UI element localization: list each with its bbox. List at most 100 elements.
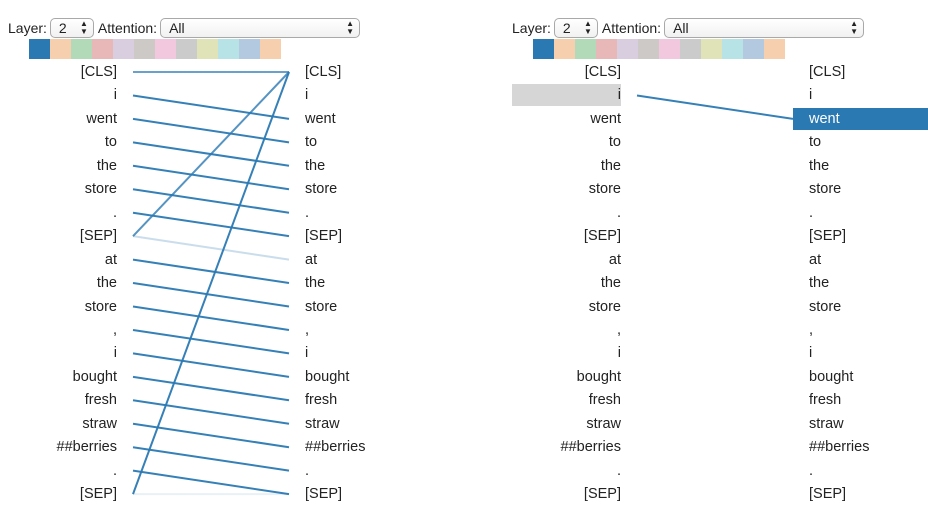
token-left[interactable]: the <box>600 157 621 174</box>
token-right[interactable]: store <box>809 181 842 198</box>
token-right[interactable]: [CLS] <box>809 64 846 80</box>
token-right[interactable]: , <box>305 321 310 338</box>
token-left[interactable]: bought <box>576 368 621 385</box>
token-left[interactable]: , <box>112 321 117 338</box>
token-left[interactable]: the <box>96 157 117 174</box>
head-color-swatch-9[interactable] <box>722 39 743 59</box>
head-color-swatch-4[interactable] <box>113 39 134 59</box>
token-left[interactable]: [SEP] <box>583 486 621 503</box>
token-right[interactable]: [CLS] <box>305 64 342 80</box>
token-right[interactable]: [SEP] <box>809 486 847 503</box>
token-left[interactable]: i <box>113 345 117 362</box>
token-left[interactable]: ##berries <box>56 439 117 456</box>
token-right[interactable]: store <box>305 181 338 198</box>
token-left[interactable]: . <box>616 204 621 221</box>
token-right[interactable]: i <box>809 345 813 362</box>
token-left[interactable]: [CLS] <box>584 64 621 80</box>
token-left[interactable]: fresh <box>84 392 117 409</box>
token-left[interactable]: store <box>588 298 621 315</box>
token-left[interactable]: . <box>112 204 117 221</box>
token-left[interactable]: i <box>113 87 117 104</box>
token-left[interactable]: . <box>112 462 117 479</box>
token-right[interactable]: fresh <box>305 392 338 409</box>
head-color-swatch-6[interactable] <box>155 39 176 59</box>
head-color-swatch-9[interactable] <box>218 39 239 59</box>
token-right[interactable]: the <box>305 157 326 174</box>
token-right[interactable]: i <box>305 87 309 104</box>
token-left[interactable]: store <box>84 298 117 315</box>
token-right[interactable]: , <box>809 321 814 338</box>
token-left[interactable]: store <box>84 181 117 198</box>
token-right[interactable]: to <box>305 134 318 151</box>
token-right[interactable]: the <box>809 157 830 174</box>
token-left[interactable]: fresh <box>588 392 621 409</box>
token-left[interactable]: [SEP] <box>79 228 117 245</box>
token-left[interactable]: at <box>608 251 621 268</box>
token-right[interactable]: ##berries <box>809 439 870 456</box>
head-color-swatch-8[interactable] <box>197 39 218 59</box>
token-left[interactable]: [SEP] <box>79 486 117 503</box>
head-color-swatch-8[interactable] <box>701 39 722 59</box>
token-left[interactable]: the <box>600 275 621 292</box>
token-left[interactable]: [CLS] <box>80 64 117 80</box>
token-right[interactable]: bought <box>305 368 350 385</box>
token-right[interactable]: [SEP] <box>809 228 847 245</box>
attention-select[interactable]: All ▲ ▼ <box>664 18 865 38</box>
token-left[interactable]: to <box>104 134 117 151</box>
head-color-swatch-0[interactable] <box>29 39 50 59</box>
head-color-swatch-0[interactable] <box>533 39 554 59</box>
head-color-swatch-4[interactable] <box>617 39 638 59</box>
token-left[interactable]: straw <box>82 415 117 432</box>
layer-select[interactable]: 2 ▲ ▼ <box>553 18 598 38</box>
token-left[interactable]: ##berries <box>560 439 621 456</box>
head-color-swatch-2[interactable] <box>575 39 596 59</box>
token-left[interactable]: [SEP] <box>583 228 621 245</box>
token-right[interactable]: went <box>793 107 928 130</box>
token-right[interactable]: store <box>809 298 842 315</box>
token-left[interactable]: store <box>588 181 621 198</box>
token-right[interactable]: at <box>809 251 822 268</box>
token-right[interactable]: the <box>305 275 326 292</box>
token-right[interactable]: to <box>809 134 822 151</box>
token-left[interactable]: the <box>96 275 117 292</box>
token-right[interactable]: fresh <box>809 392 842 409</box>
token-right[interactable]: . <box>305 204 310 221</box>
token-right[interactable]: . <box>809 462 814 479</box>
head-color-swatch-1[interactable] <box>554 39 575 59</box>
head-color-swatch-7[interactable] <box>680 39 701 59</box>
token-right[interactable]: straw <box>305 415 340 432</box>
attention-select[interactable]: All ▲ ▼ <box>160 18 361 38</box>
token-right[interactable]: [SEP] <box>305 486 343 503</box>
head-color-swatch-5[interactable] <box>638 39 659 59</box>
token-right[interactable]: bought <box>809 368 854 385</box>
token-right[interactable]: i <box>305 345 309 362</box>
token-right[interactable]: [SEP] <box>305 228 343 245</box>
head-color-swatch-10[interactable] <box>239 39 260 59</box>
token-right[interactable]: straw <box>809 415 844 432</box>
token-right[interactable]: at <box>305 251 318 268</box>
head-color-swatch-5[interactable] <box>134 39 155 59</box>
token-left[interactable]: bought <box>72 368 117 385</box>
token-right[interactable]: ##berries <box>305 439 366 456</box>
head-color-swatch-11[interactable] <box>764 39 785 59</box>
token-left[interactable]: at <box>104 251 117 268</box>
layer-select[interactable]: 2 ▲ ▼ <box>49 18 94 38</box>
token-left[interactable]: straw <box>586 415 621 432</box>
head-color-swatch-3[interactable] <box>92 39 113 59</box>
head-color-swatch-1[interactable] <box>50 39 71 59</box>
token-left[interactable]: i <box>512 84 621 107</box>
head-color-swatch-7[interactable] <box>176 39 197 59</box>
head-color-swatch-3[interactable] <box>596 39 617 59</box>
token-left[interactable]: went <box>86 110 117 127</box>
token-left[interactable]: i <box>617 345 621 362</box>
head-color-swatch-6[interactable] <box>659 39 680 59</box>
token-right[interactable]: the <box>809 275 830 292</box>
token-right[interactable]: . <box>809 204 814 221</box>
token-right[interactable]: went <box>305 110 336 127</box>
token-left[interactable]: to <box>608 134 621 151</box>
token-right[interactable]: store <box>305 298 338 315</box>
token-left[interactable]: , <box>616 321 621 338</box>
head-color-swatch-2[interactable] <box>71 39 92 59</box>
token-right[interactable]: . <box>305 462 310 479</box>
head-color-swatch-10[interactable] <box>743 39 764 59</box>
